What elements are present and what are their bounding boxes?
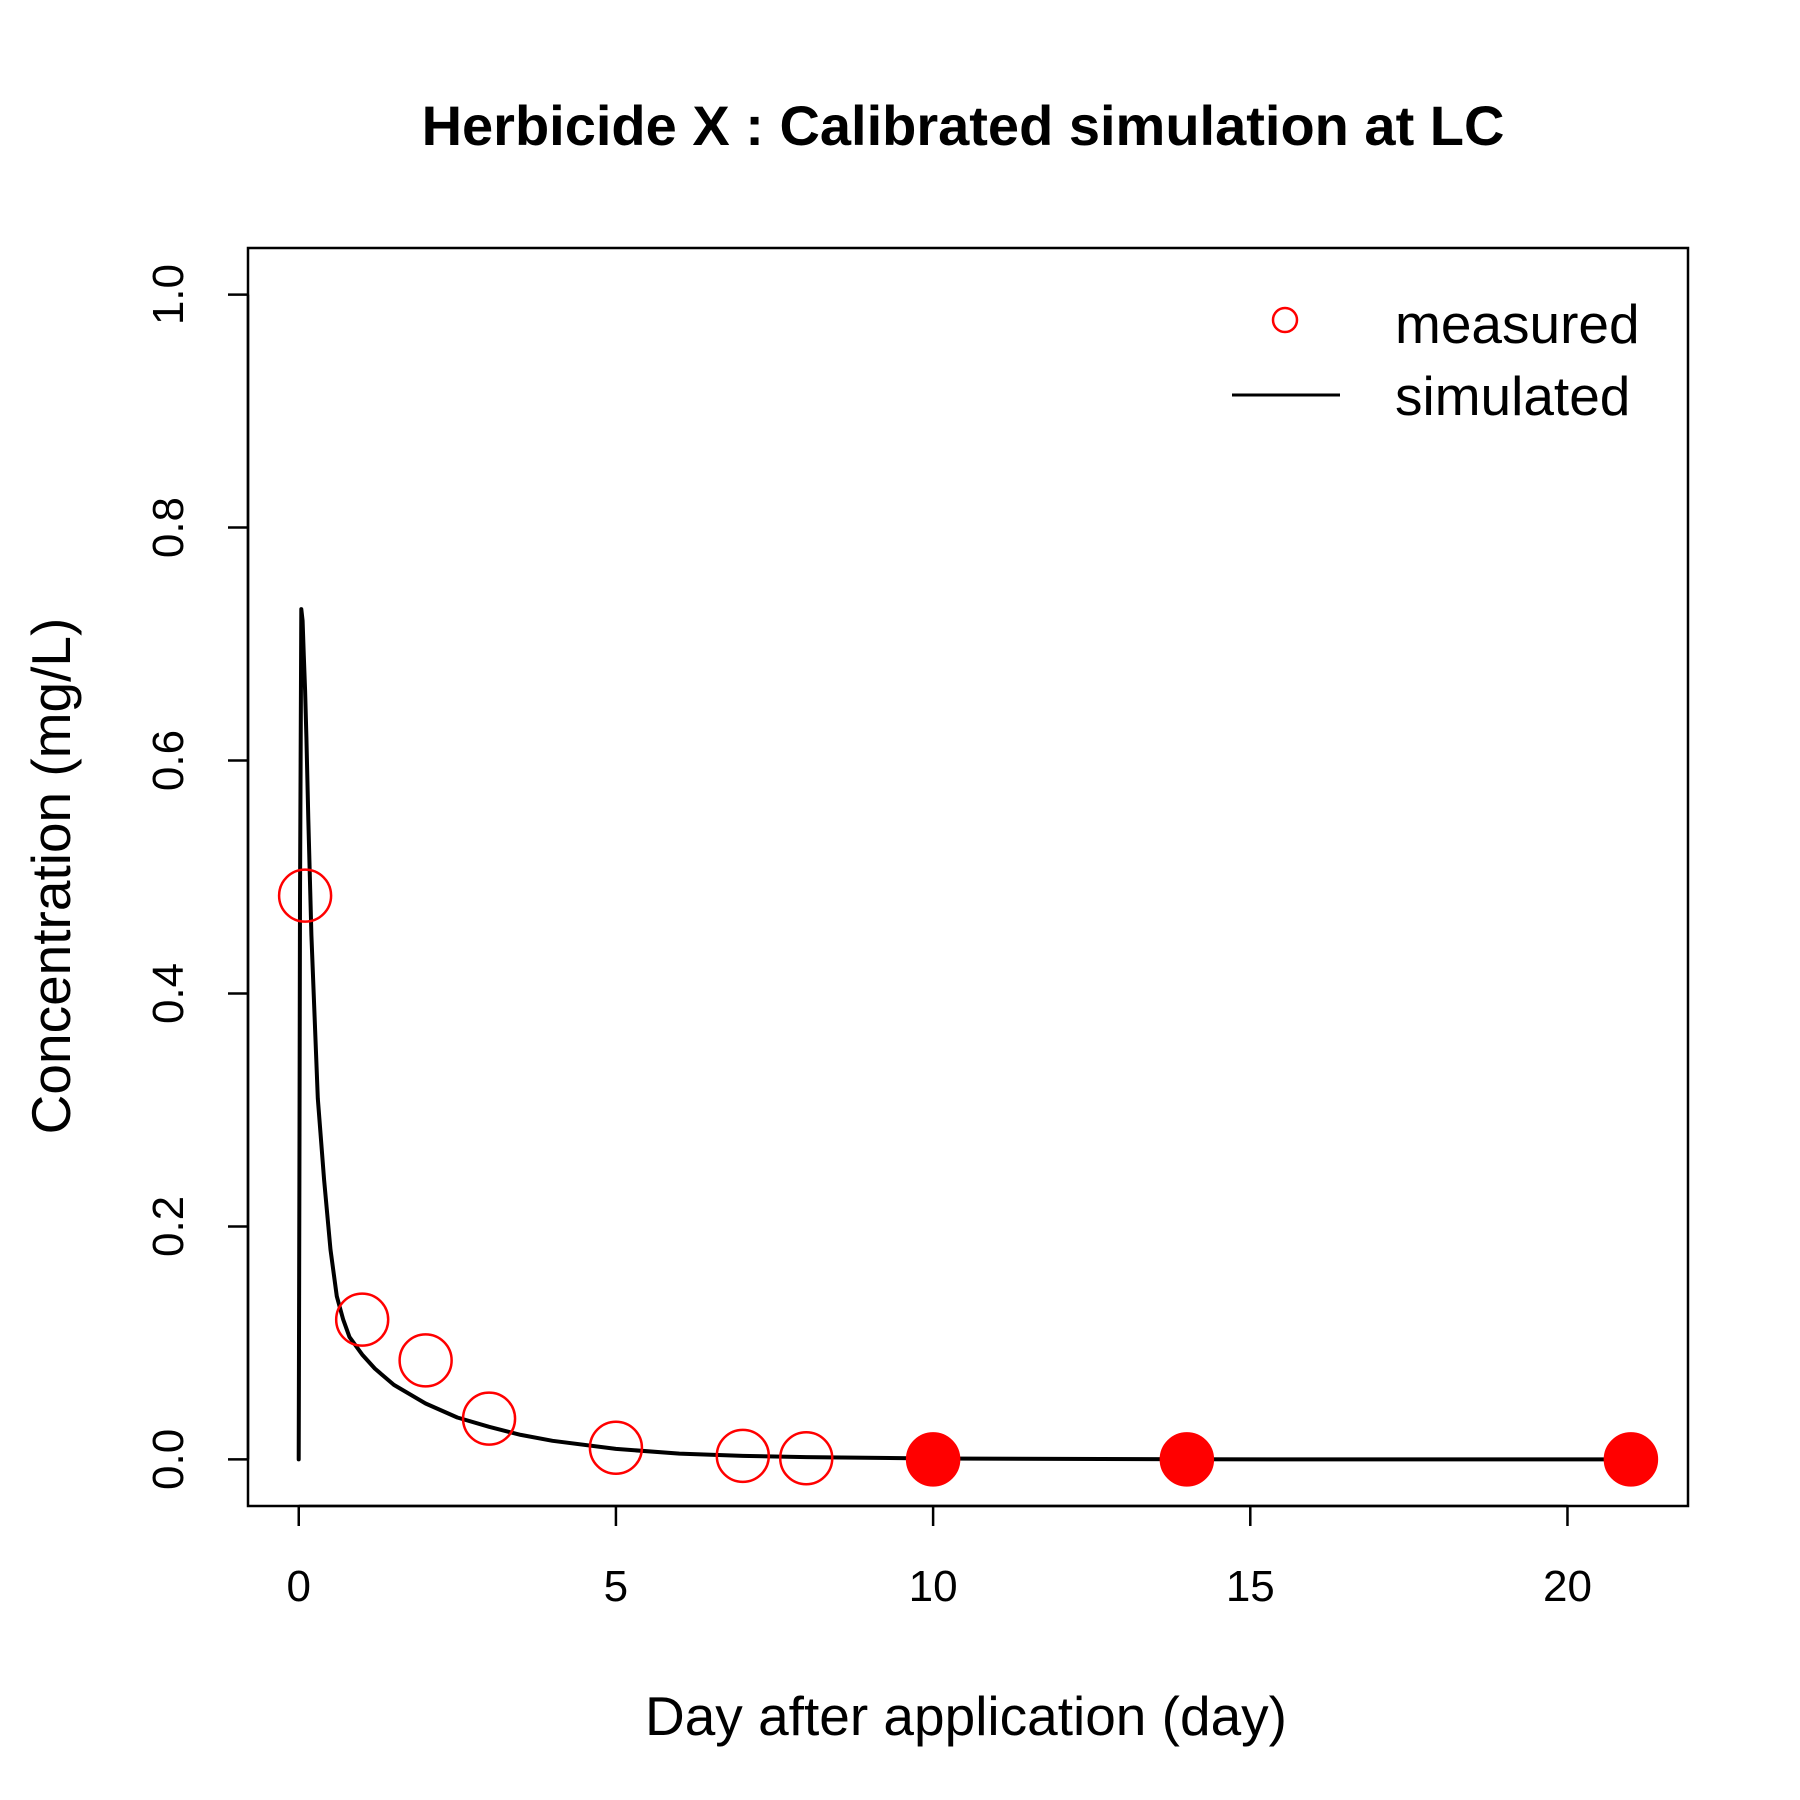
x-axis: 0 5 10 15 20	[287, 1504, 1592, 1611]
y-tick-label: 0.8	[144, 497, 193, 558]
x-tick-label: 0	[287, 1562, 311, 1611]
measured-point	[715, 1428, 771, 1484]
measured-point	[277, 868, 333, 923]
simulated-series-line	[296, 607, 1633, 1462]
measured-point	[588, 1420, 644, 1476]
measured-points-layer	[277, 868, 1659, 1487]
y-tick-label: 0.0	[144, 1429, 193, 1490]
y-tick-label: 0.2	[144, 1196, 193, 1257]
y-tick-label: 0.4	[144, 963, 193, 1024]
y-tick-label: 0.6	[144, 730, 193, 791]
measured-point	[398, 1333, 453, 1388]
legend-marker-measured	[1271, 306, 1299, 334]
y-axis-label: Concentration (mg/L)	[20, 618, 82, 1135]
chart-title: Herbicide X : Calibrated simulation at L…	[422, 94, 1505, 157]
measured-point	[334, 1292, 390, 1347]
measured-point	[461, 1391, 517, 1446]
legend: measured simulated	[1232, 293, 1640, 427]
y-tick-label: 1.0	[144, 264, 193, 325]
x-tick-label: 15	[1226, 1562, 1275, 1611]
legend-label-simulated: simulated	[1395, 365, 1630, 427]
measured-point-filled	[1603, 1432, 1659, 1487]
simulated-line-layer	[296, 607, 1633, 1462]
x-tick-label: 5	[604, 1562, 628, 1611]
measured-point-filled	[1159, 1432, 1215, 1487]
x-tick-label: 10	[909, 1562, 958, 1611]
x-axis-label: Day after application (day)	[645, 1685, 1287, 1747]
measured-point-filled	[905, 1432, 961, 1487]
legend-label-measured: measured	[1395, 293, 1640, 355]
x-tick-label: 20	[1543, 1562, 1592, 1611]
y-axis: 0.0 0.2 0.4 0.6 0.8 1.0	[144, 264, 250, 1490]
measured-point	[778, 1430, 834, 1486]
